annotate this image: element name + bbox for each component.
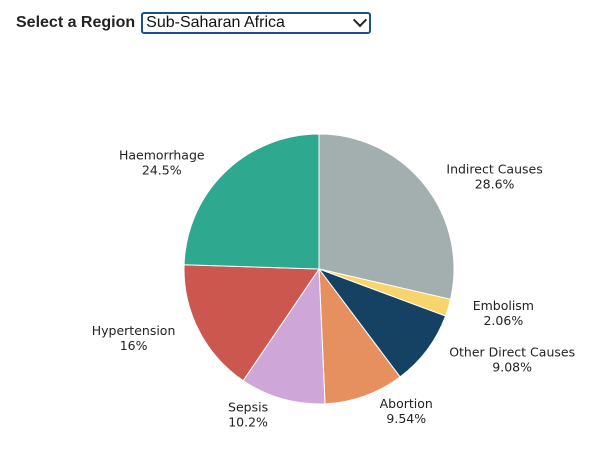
slice-percent: 2.06% bbox=[484, 313, 524, 328]
pie-slice-hypertension[interactable] bbox=[183, 264, 320, 382]
slice-name: Abortion bbox=[380, 396, 433, 411]
slice-name: Haemorrhage bbox=[119, 147, 205, 162]
slice-label-sepsis: Sepsis 10.2% bbox=[228, 399, 268, 429]
pie-slice-indirect-causes[interactable] bbox=[318, 133, 455, 300]
slice-label-abortion: Abortion 9.54% bbox=[380, 396, 433, 426]
region-filter: Select a Region Sub-Saharan Africa bbox=[16, 12, 372, 34]
region-filter-label: Select a Region bbox=[16, 14, 136, 31]
slice-name: Hypertension bbox=[92, 323, 176, 338]
slice-percent: 9.54% bbox=[386, 411, 426, 426]
slice-label-hypertension: Hypertension 16% bbox=[92, 323, 176, 353]
region-select[interactable]: Sub-Saharan Africa bbox=[141, 12, 372, 34]
slice-percent: 10.2% bbox=[228, 414, 268, 429]
slice-percent: 24.5% bbox=[142, 162, 182, 177]
slice-label-haemorrhage: Haemorrhage 24.5% bbox=[119, 147, 205, 177]
slice-percent: 9.08% bbox=[492, 360, 532, 375]
slice-name: Other Direct Causes bbox=[449, 345, 575, 360]
region-select-value: Sub-Saharan Africa bbox=[146, 14, 285, 31]
slice-label-other-direct-causes: Other Direct Causes 9.08% bbox=[449, 345, 575, 375]
pie-slice-haemorrhage[interactable] bbox=[183, 133, 320, 270]
slice-percent: 16% bbox=[120, 338, 148, 353]
slice-name: Indirect Causes bbox=[446, 162, 542, 177]
slice-name: Embolism bbox=[473, 298, 534, 313]
pie-slice-sepsis[interactable] bbox=[242, 267, 326, 405]
pie-slice-abortion[interactable] bbox=[318, 267, 401, 405]
slice-label-embolism: Embolism 2.06% bbox=[473, 298, 534, 328]
slice-label-indirect-causes: Indirect Causes 28.6% bbox=[446, 162, 542, 192]
slice-name: Sepsis bbox=[228, 399, 268, 414]
slice-percent: 28.6% bbox=[475, 177, 515, 192]
